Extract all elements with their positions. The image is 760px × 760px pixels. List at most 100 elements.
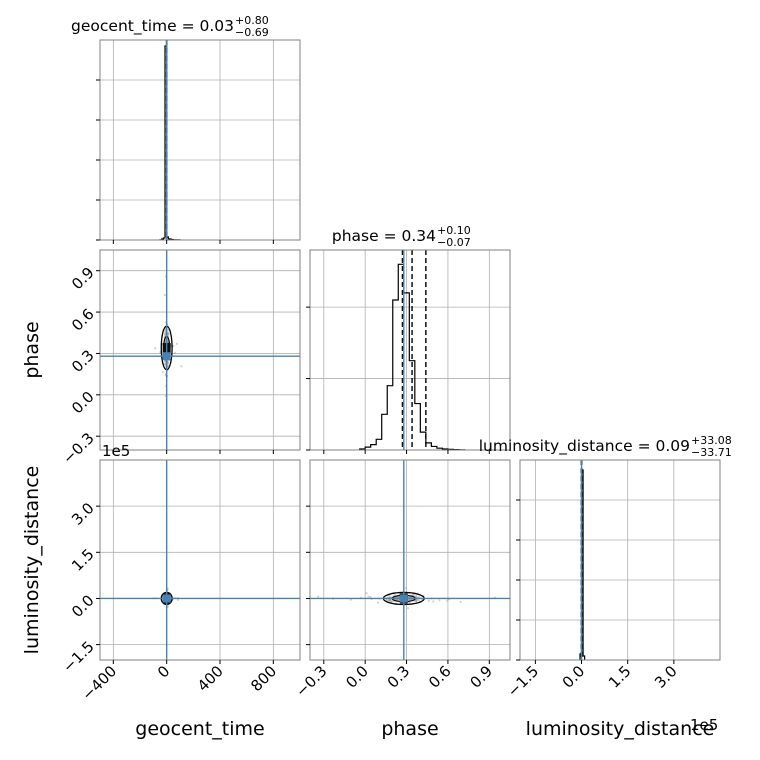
sample-point <box>180 365 183 368</box>
title-geocent_time: geocent_time = 0.03 +0.80−0.69 <box>71 14 269 39</box>
sample-point <box>390 600 393 603</box>
sample-point <box>377 601 380 604</box>
sample-point <box>369 595 372 599</box>
panel-background <box>100 460 300 660</box>
sample-point <box>446 599 449 602</box>
sample-point <box>385 599 388 602</box>
sample-point <box>387 599 390 602</box>
histogram-bar-phase-10 <box>415 404 421 450</box>
panel-spine <box>99 39 301 241</box>
panel-background <box>310 460 510 660</box>
sample-point <box>163 293 166 297</box>
panel-spine <box>309 459 511 661</box>
sample-point <box>154 347 157 350</box>
panel-spine <box>99 459 301 661</box>
panel-background <box>100 250 300 450</box>
sample-point <box>388 594 391 597</box>
histogram-bar-phase-11 <box>420 432 426 450</box>
truth-marker <box>162 352 171 361</box>
sample-point <box>415 595 418 599</box>
panel-background <box>310 250 510 450</box>
y-axis-label-luminosity_distance: luminosity_distance <box>21 466 43 655</box>
panel-phase-vs-geocent_time <box>96 249 301 454</box>
sample-point <box>175 342 179 345</box>
title-minus-luminosity_distance: −33.71 <box>691 446 732 459</box>
panel-luminosity_distance-vs-geocent_time <box>96 459 301 664</box>
panel-background <box>100 40 300 240</box>
sample-point <box>417 599 420 602</box>
sample-point <box>166 364 170 367</box>
histogram-bar-phase-8 <box>404 293 410 450</box>
sample-point <box>415 599 418 602</box>
grid-lines <box>100 250 300 450</box>
title-minus-geocent_time: −0.69 <box>235 26 269 39</box>
sample-point <box>167 329 170 332</box>
title-main-luminosity_distance: luminosity_distance = 0.09 <box>479 437 690 456</box>
sample-point <box>387 599 391 602</box>
sample-point <box>389 599 392 602</box>
histogram-bar-phase-3 <box>376 439 382 450</box>
sample-point <box>459 600 462 604</box>
sample-point <box>163 363 166 366</box>
sample-point <box>415 599 418 603</box>
histogram-bar-phase-12 <box>426 443 432 450</box>
histogram-bar-phase-2 <box>371 445 377 450</box>
sample-point <box>416 599 419 602</box>
title-phase: phase = 0.34 +0.10−0.07 <box>332 224 471 249</box>
title-main-geocent_time: geocent_time = 0.03 <box>71 17 234 36</box>
sample-point <box>176 598 180 601</box>
panel-luminosity_distance-vs-luminosity_distance <box>516 459 721 664</box>
histogram-step-phase <box>359 263 466 451</box>
sample-point <box>161 371 165 374</box>
sample-point <box>390 600 393 603</box>
panel-spine <box>309 249 511 451</box>
sample-point <box>414 600 418 603</box>
histogram-bar-phase-5 <box>387 386 393 450</box>
axis-labels: geocent_time phase luminosity_distancephas… <box>21 321 714 740</box>
title-minus-phase: −0.07 <box>437 236 471 249</box>
offset-text-x: 1e5 <box>690 716 718 734</box>
sample-point <box>389 599 392 602</box>
sample-point <box>164 331 167 334</box>
title-plus-geocent_time: +0.80 <box>235 14 269 27</box>
x-axis-label-geocent_time: geocent_time <box>135 718 264 740</box>
sample-point <box>163 333 166 336</box>
sample-point <box>317 595 320 598</box>
panel-background <box>520 460 720 660</box>
offset-text-y: 1e5 <box>102 442 130 460</box>
panel-phase-vs-phase <box>306 249 511 454</box>
histogram-bar-phase-6 <box>393 300 399 450</box>
sample-point <box>393 593 396 596</box>
sample-point <box>414 595 418 598</box>
sample-point <box>166 605 170 608</box>
histogram-step-luminosity_distance <box>579 469 586 660</box>
sample-point <box>164 329 167 332</box>
sample-point <box>406 606 410 610</box>
title-plus-luminosity_distance: +33.08 <box>691 434 732 447</box>
sample-point <box>167 333 170 336</box>
truth-marker <box>162 594 171 603</box>
sample-point <box>166 361 170 364</box>
panel-luminosity_distance-vs-phase <box>306 459 511 664</box>
panel-spine <box>99 249 301 451</box>
x-axis-label-phase: phase <box>381 718 438 740</box>
sample-point <box>408 601 411 604</box>
histogram-bar-phase-4 <box>382 414 388 450</box>
y-axis-label-phase: phase <box>21 321 43 378</box>
sample-point <box>164 362 167 365</box>
sample-point <box>166 333 170 336</box>
panel-spine <box>519 459 721 661</box>
sample-point <box>367 595 370 598</box>
title-main-phase: phase = 0.34 <box>332 227 436 245</box>
sample-point <box>167 332 170 335</box>
title-plus-phase: +0.10 <box>437 224 471 237</box>
sample-point <box>163 360 166 363</box>
sample-point <box>173 352 177 355</box>
truth-marker <box>399 594 408 603</box>
sample-point <box>389 599 392 602</box>
sample-point <box>427 599 431 602</box>
x-axis-label-luminosity_distance: luminosity_distance <box>526 718 715 740</box>
sample-point <box>404 586 408 590</box>
sample-point <box>365 592 368 595</box>
sample-point <box>172 344 175 348</box>
